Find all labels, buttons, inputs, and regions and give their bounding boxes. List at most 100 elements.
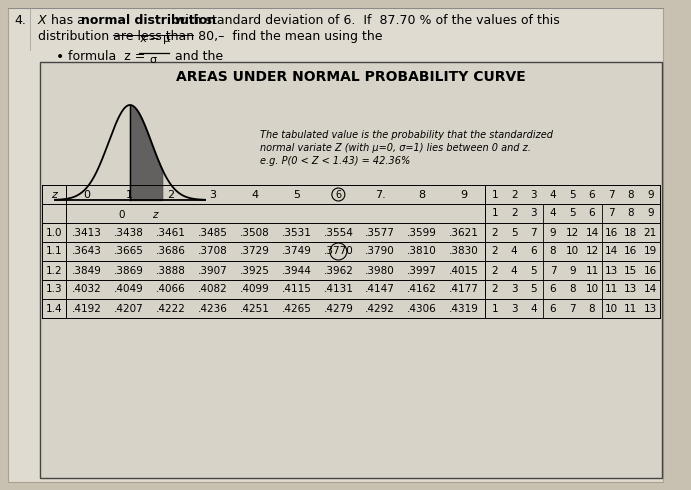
Text: .4099: .4099 (240, 285, 269, 294)
Text: 7.: 7. (375, 190, 386, 199)
Text: 1.2: 1.2 (46, 266, 62, 275)
Text: .3729: .3729 (240, 246, 269, 256)
Text: 7: 7 (530, 227, 537, 238)
Text: 5: 5 (293, 190, 300, 199)
Text: and the: and the (175, 50, 223, 63)
Text: 3: 3 (530, 209, 537, 219)
Text: 9: 9 (569, 266, 576, 275)
Text: 2: 2 (491, 285, 498, 294)
Text: 13: 13 (605, 266, 618, 275)
Text: 15: 15 (624, 266, 638, 275)
Text: 6: 6 (550, 303, 556, 314)
Text: X: X (38, 14, 46, 27)
Text: 16: 16 (624, 246, 638, 256)
Text: 11: 11 (585, 266, 598, 275)
Text: .4049: .4049 (114, 285, 144, 294)
Text: 4: 4 (550, 209, 556, 219)
Text: .4177: .4177 (449, 285, 479, 294)
Text: .3508: .3508 (240, 227, 269, 238)
Text: 1.0: 1.0 (46, 227, 62, 238)
Text: .3438: .3438 (114, 227, 144, 238)
Text: .4236: .4236 (198, 303, 227, 314)
Text: .4032: .4032 (72, 285, 102, 294)
Text: .4279: .4279 (323, 303, 353, 314)
Text: 1: 1 (491, 209, 498, 219)
Text: .3907: .3907 (198, 266, 227, 275)
Text: AREAS UNDER NORMAL PROBABILITY CURVE: AREAS UNDER NORMAL PROBABILITY CURVE (176, 70, 526, 84)
Text: 14: 14 (605, 246, 618, 256)
Text: .3790: .3790 (366, 246, 395, 256)
Text: .3997: .3997 (407, 266, 437, 275)
Text: σ: σ (149, 55, 156, 65)
Text: 4: 4 (550, 190, 556, 199)
Text: 4.: 4. (14, 14, 26, 27)
Text: 6: 6 (589, 209, 595, 219)
Text: .3770: .3770 (323, 246, 353, 256)
Text: x − μ: x − μ (140, 34, 170, 44)
Text: 4: 4 (511, 246, 518, 256)
Text: 4: 4 (530, 303, 537, 314)
Text: .4115: .4115 (281, 285, 312, 294)
Text: 3: 3 (530, 190, 537, 199)
Text: .3962: .3962 (323, 266, 353, 275)
Text: 0: 0 (84, 190, 91, 199)
Text: 7: 7 (608, 209, 615, 219)
Text: 14: 14 (585, 227, 598, 238)
Text: 6: 6 (530, 246, 537, 256)
Text: .4147: .4147 (366, 285, 395, 294)
Text: 1.1: 1.1 (46, 246, 62, 256)
Text: .3849: .3849 (72, 266, 102, 275)
Text: .4207: .4207 (114, 303, 144, 314)
Text: 2: 2 (491, 266, 498, 275)
Text: •: • (56, 50, 64, 64)
Text: 8: 8 (569, 285, 576, 294)
Text: 5: 5 (569, 190, 576, 199)
Text: 1: 1 (125, 190, 133, 199)
Text: 16: 16 (643, 266, 657, 275)
Text: .4306: .4306 (407, 303, 437, 314)
Text: .3413: .3413 (72, 227, 102, 238)
Text: 12: 12 (566, 227, 579, 238)
Text: .4251: .4251 (240, 303, 269, 314)
Text: 13: 13 (643, 303, 657, 314)
Text: 2: 2 (491, 227, 498, 238)
Text: 18: 18 (624, 227, 638, 238)
Text: normal distribution: normal distribution (81, 14, 216, 27)
Text: 8: 8 (627, 209, 634, 219)
Text: 1: 1 (491, 190, 498, 199)
Text: .3749: .3749 (281, 246, 312, 256)
Text: 16: 16 (605, 227, 618, 238)
Text: 2: 2 (491, 246, 498, 256)
Text: .3810: .3810 (407, 246, 437, 256)
Text: 6: 6 (550, 285, 556, 294)
Text: .3869: .3869 (114, 266, 144, 275)
Text: 11: 11 (605, 285, 618, 294)
Text: 7: 7 (550, 266, 556, 275)
Text: 1: 1 (491, 303, 498, 314)
Text: The tabulated value is the probability that the standardized: The tabulated value is the probability t… (260, 130, 553, 140)
Text: z: z (152, 210, 158, 220)
Text: .3665: .3665 (114, 246, 144, 256)
Text: 4: 4 (511, 266, 518, 275)
Text: 3: 3 (511, 303, 518, 314)
Text: .4319: .4319 (449, 303, 479, 314)
Text: 2: 2 (511, 209, 518, 219)
Text: .3621: .3621 (449, 227, 479, 238)
Text: 10: 10 (566, 246, 579, 256)
Text: 5: 5 (530, 285, 537, 294)
Text: z: z (51, 190, 57, 199)
Text: distribution are less than 80,–  find the mean using the: distribution are less than 80,– find the… (38, 30, 383, 43)
Text: 1.4: 1.4 (46, 303, 62, 314)
Text: .3577: .3577 (366, 227, 395, 238)
Text: 19: 19 (643, 246, 657, 256)
Text: 7: 7 (608, 190, 615, 199)
Text: 13: 13 (624, 285, 638, 294)
Text: .4222: .4222 (155, 303, 186, 314)
Text: 2: 2 (511, 190, 518, 199)
Text: 8: 8 (419, 190, 426, 199)
Text: 5: 5 (530, 266, 537, 275)
Text: 21: 21 (643, 227, 657, 238)
Text: .3461: .3461 (155, 227, 186, 238)
Text: .4292: .4292 (366, 303, 395, 314)
Text: 7: 7 (569, 303, 576, 314)
